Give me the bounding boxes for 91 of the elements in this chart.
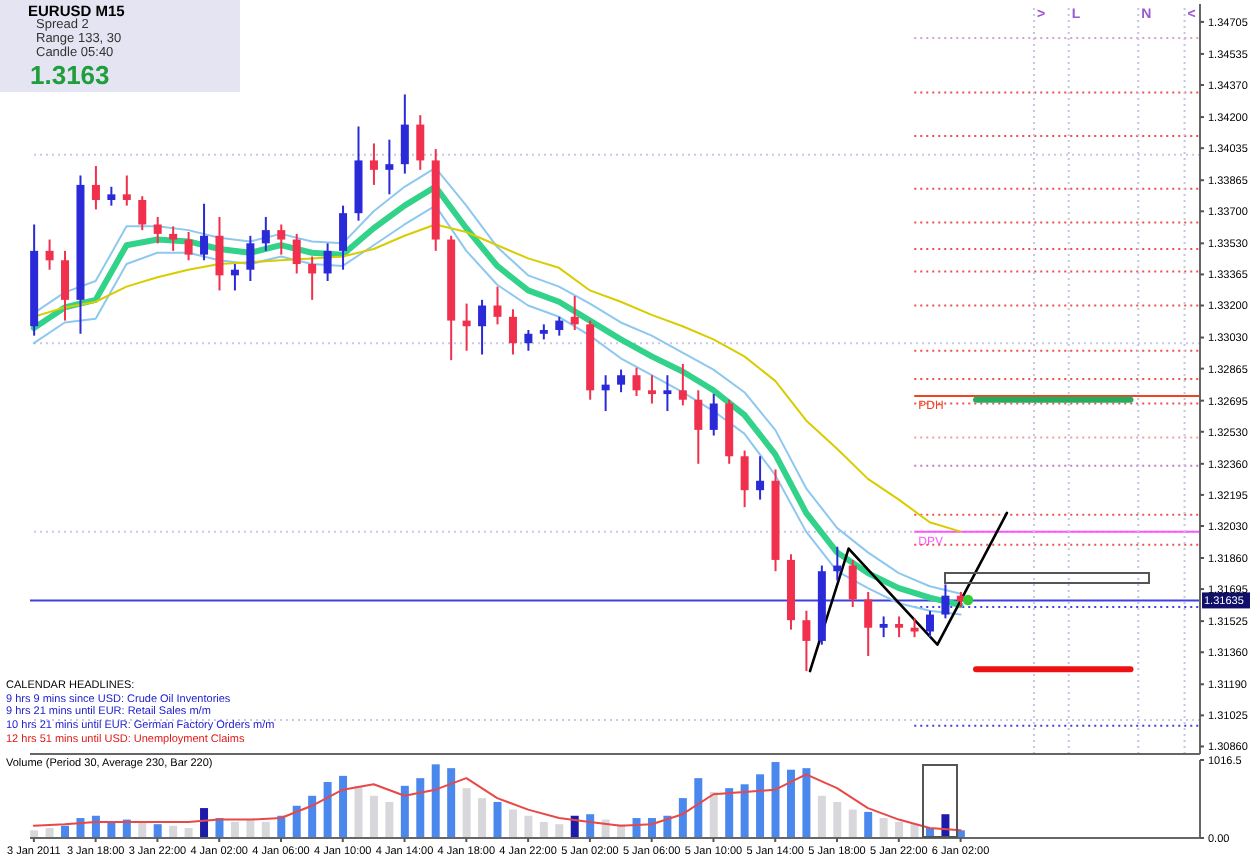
bar bbox=[895, 821, 904, 838]
candlestick bbox=[756, 455, 765, 501]
bar bbox=[864, 811, 873, 838]
candlestick bbox=[740, 449, 749, 509]
candlestick bbox=[122, 174, 131, 207]
bar bbox=[45, 828, 54, 838]
bar bbox=[416, 778, 425, 838]
bar bbox=[694, 778, 703, 838]
candlestick bbox=[709, 393, 718, 437]
candlestick bbox=[848, 558, 857, 609]
bar bbox=[802, 768, 811, 838]
bar bbox=[61, 825, 70, 838]
bar bbox=[308, 795, 317, 838]
bar bbox=[292, 805, 301, 838]
candlestick bbox=[169, 225, 178, 252]
bar bbox=[555, 824, 564, 838]
candlestick bbox=[107, 185, 116, 207]
candlestick bbox=[416, 114, 425, 171]
candlestick bbox=[91, 165, 100, 211]
candlestick bbox=[663, 374, 672, 413]
bar bbox=[431, 764, 440, 838]
bar bbox=[756, 774, 765, 838]
bar bbox=[400, 785, 409, 838]
candlestick bbox=[647, 374, 656, 405]
candlestick bbox=[61, 249, 70, 322]
candlestick bbox=[292, 232, 301, 275]
bar bbox=[709, 791, 718, 838]
candlestick bbox=[493, 285, 502, 326]
candlestick bbox=[45, 238, 54, 271]
bar bbox=[369, 795, 378, 838]
bar bbox=[184, 828, 193, 838]
candlestick bbox=[895, 615, 904, 639]
bar bbox=[385, 801, 394, 838]
bar bbox=[833, 801, 842, 838]
bar bbox=[493, 801, 502, 838]
bar bbox=[508, 809, 517, 838]
bar bbox=[447, 768, 456, 838]
line-series bbox=[32, 223, 962, 533]
candlestick bbox=[400, 93, 409, 175]
candlestick bbox=[339, 204, 348, 271]
bar bbox=[354, 785, 363, 838]
bar bbox=[740, 784, 749, 838]
candlestick bbox=[925, 609, 934, 639]
bar bbox=[678, 798, 687, 838]
candlestick bbox=[277, 223, 286, 256]
candlestick bbox=[246, 234, 255, 283]
line-series bbox=[808, 511, 1009, 673]
candlestick bbox=[570, 295, 579, 332]
bar bbox=[771, 762, 780, 838]
bar bbox=[169, 825, 178, 838]
candlestick bbox=[261, 215, 270, 252]
line-series bbox=[32, 773, 962, 832]
candlestick bbox=[215, 215, 224, 292]
bar bbox=[30, 830, 39, 838]
bar bbox=[462, 788, 471, 838]
candlestick bbox=[369, 142, 378, 186]
candlestick bbox=[138, 195, 147, 232]
bar bbox=[879, 818, 888, 838]
bar bbox=[539, 821, 548, 838]
candlestick bbox=[385, 138, 394, 196]
bar bbox=[817, 795, 826, 838]
candlestick bbox=[678, 362, 687, 407]
bar bbox=[478, 798, 487, 838]
bar bbox=[339, 775, 348, 838]
bar bbox=[230, 821, 239, 838]
candlestick bbox=[941, 583, 950, 620]
candlestick bbox=[323, 242, 332, 283]
bar bbox=[725, 788, 734, 838]
annotation: 1.3163 bbox=[30, 60, 110, 90]
candlestick bbox=[617, 368, 626, 394]
bar bbox=[261, 821, 270, 838]
bar bbox=[848, 809, 857, 838]
bar bbox=[153, 824, 162, 838]
bar bbox=[200, 808, 209, 838]
bar bbox=[786, 769, 795, 838]
candlestick bbox=[153, 215, 162, 245]
candlestick bbox=[802, 609, 811, 673]
candlestick bbox=[508, 308, 517, 356]
candlestick bbox=[524, 329, 533, 352]
candlestick bbox=[184, 231, 193, 262]
candlestick bbox=[879, 615, 888, 639]
candlestick bbox=[200, 202, 209, 262]
candlestick bbox=[555, 315, 564, 337]
bar bbox=[524, 815, 533, 838]
candlestick bbox=[478, 298, 487, 356]
candlestick bbox=[632, 366, 641, 397]
candlestick bbox=[864, 590, 873, 658]
bar bbox=[323, 781, 332, 838]
candlestick bbox=[910, 617, 919, 639]
candlestick bbox=[308, 255, 317, 301]
candlestick bbox=[694, 389, 703, 465]
